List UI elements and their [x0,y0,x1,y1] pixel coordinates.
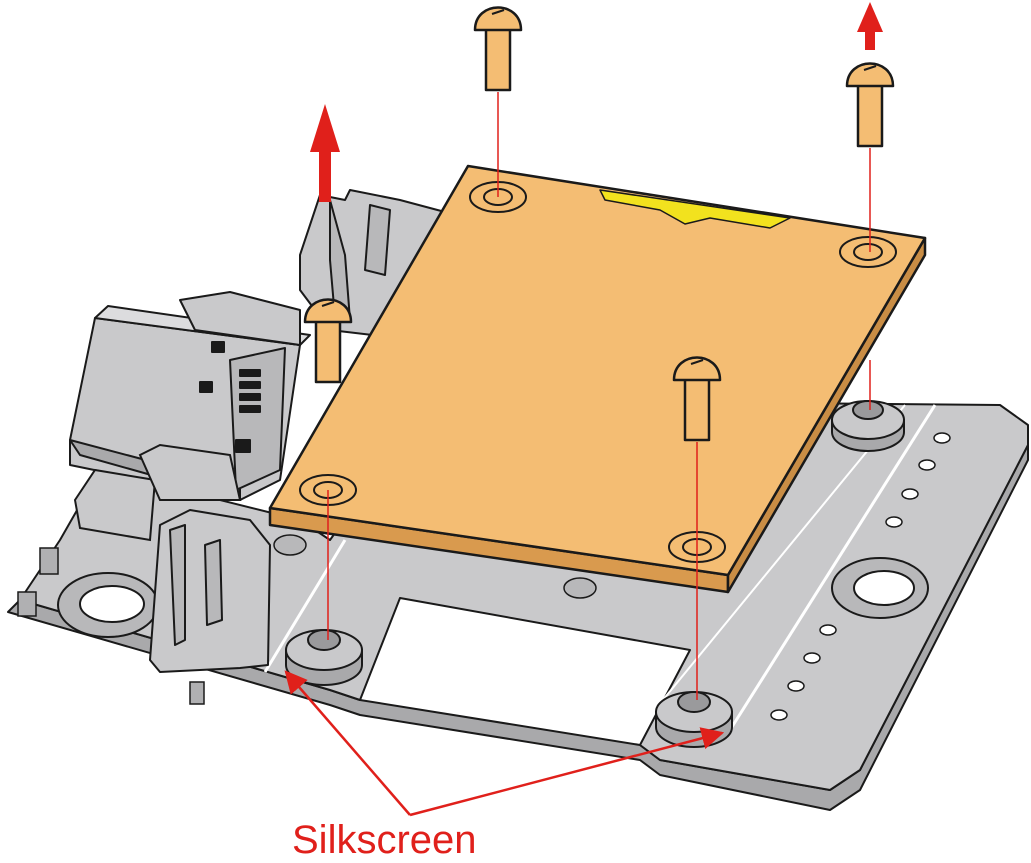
standoff [285,629,363,686]
mounting-hole-right [831,557,929,619]
screw-icon [473,6,523,92]
standoff [831,400,905,452]
screw-icon [672,356,722,442]
screw-icon [303,298,353,384]
standoff [655,691,733,748]
mounting-hole-left [57,572,159,638]
alignment-guides [327,92,871,700]
module-board [268,164,927,594]
screw-icon [845,62,895,148]
up-arrow-icon [310,104,340,202]
callout-arrow-icon [284,670,725,817]
silkscreen-line-left [263,539,347,673]
silkscreen-label: Silkscreen [292,818,477,862]
jst-connector-bottom [149,509,271,673]
label-pad [599,189,791,229]
silkscreen-line-right [728,404,937,731]
small-component [73,443,242,542]
edge-holes [770,432,951,721]
up-arrow-icon [857,2,883,50]
